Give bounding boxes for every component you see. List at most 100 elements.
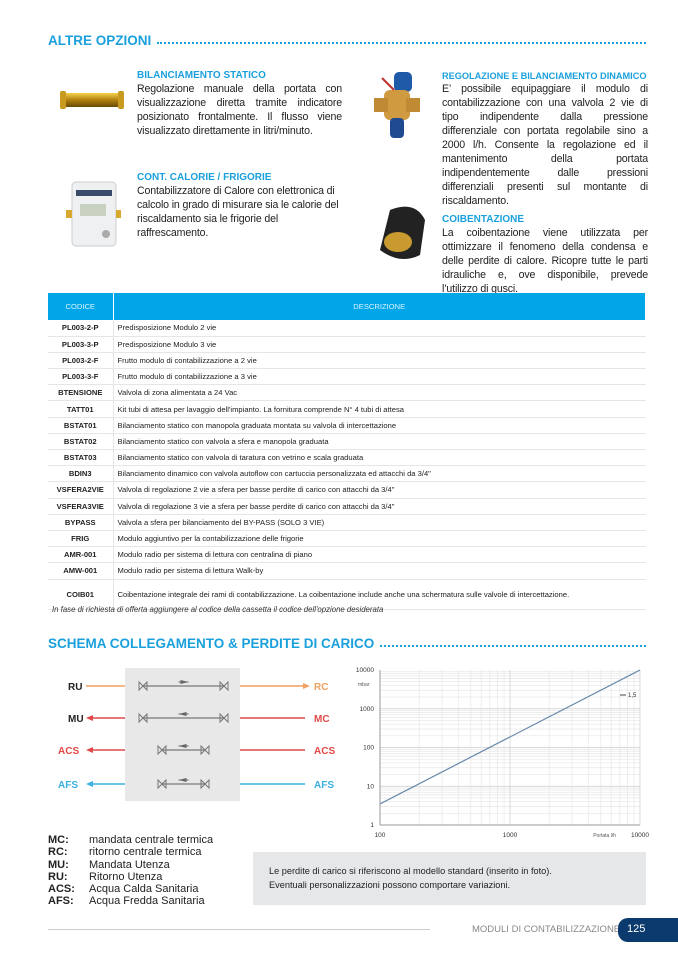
- code-cell: FRIG: [48, 530, 114, 548]
- y-tick-label: 10000: [356, 667, 374, 674]
- table-row: BDIN3 Bilanciamento dinamico con valvola …: [48, 465, 646, 483]
- valve-icon: [138, 680, 148, 692]
- section-title-schema: SCHEMA COLLEGAMENTO & PERDITE DI CARICO: [48, 636, 646, 651]
- legend-meaning: Acqua Fredda Sanitaria: [89, 895, 205, 908]
- code-cell: PL003-2-F: [48, 352, 114, 370]
- description-cell: Frutto modulo di contabilizzazione a 2 v…: [113, 352, 646, 370]
- description-cell: Predisposizione Modulo 2 vie: [113, 320, 646, 337]
- footer-rule: [48, 929, 430, 930]
- option-bilanciamento-statico: BILANCIAMENTO STATICO Regolazione manual…: [137, 70, 342, 137]
- table-row: BSTAT01 Bilanciamento statico con manopol…: [48, 417, 646, 434]
- table-row: BSTAT02 Bilanciamento statico con valvola…: [48, 433, 646, 451]
- code-cell: VSFERA2VIE: [48, 481, 114, 499]
- table-row: BTENSIONE Valvola di zona alimentata a 24…: [48, 384, 646, 402]
- code-cell: BSTAT03: [48, 449, 114, 467]
- left-label: MU: [68, 714, 84, 725]
- legend-meaning: Mandata Utenza: [89, 858, 170, 871]
- legend-abbr: AFS:: [48, 895, 74, 908]
- legend-abbr: MC:: [48, 834, 69, 846]
- arrow-left-icon: [86, 781, 93, 787]
- col-header-descrizione: DESCRIZIONE: [113, 293, 646, 320]
- legend-item: MU: Mandata Utenza: [48, 859, 213, 871]
- code-cell: BSTAT01: [48, 417, 114, 434]
- legend-item: ACS: Acqua Calda Sanitaria: [48, 883, 213, 895]
- options-right-column: REGOLAZIONE E BILANCIAMENTO DINAMICO E’ …: [442, 70, 648, 296]
- description-cell: Modulo radio per sistema di lettura con …: [113, 546, 646, 564]
- code-cell: BTENSIONE: [48, 384, 114, 402]
- dynamic-valve-image: [374, 72, 420, 138]
- table-note: In fase di richiesta di offerta aggiunge…: [52, 605, 384, 614]
- right-label: RC: [314, 682, 328, 693]
- pressure-loss-note: Le perdite di carico si riferiscono al m…: [253, 852, 646, 905]
- description-cell: Valvola a sfera per bilanciamento del BY…: [113, 514, 646, 531]
- legend-abbr: RC:: [48, 846, 68, 859]
- table-row: FRIG Modulo aggiuntivo per la contabilizz…: [48, 530, 646, 548]
- option-bilanciamento-dinamico: REGOLAZIONE E BILANCIAMENTO DINAMICO E’ …: [442, 71, 648, 207]
- description-cell: Valvola di regolazione 3 vie a sfera per…: [113, 498, 646, 515]
- heat-meter-image: [66, 181, 121, 247]
- table-row: AMR-001 Modulo radio per sistema di lettu…: [48, 546, 646, 564]
- legend-item: RC: ritorno centrale termica: [48, 846, 213, 858]
- description-cell: Bilanciamento statico con valvola di tar…: [113, 449, 646, 467]
- code-cell: PL003-2-P: [48, 320, 114, 337]
- table-row: PL003-2-F Frutto modulo di contabilizzazi…: [48, 352, 646, 370]
- legend-abbr: RU:: [48, 870, 68, 883]
- description-cell: Bilanciamento statico con valvola a sfer…: [113, 433, 646, 451]
- legend-meaning: mandata centrale termica: [89, 834, 214, 846]
- valve-icon: [200, 778, 210, 790]
- right-label: MC: [314, 714, 330, 725]
- description-cell: Coibentazione integrale dei rami di cont…: [113, 579, 646, 610]
- connection-diagram: RU RC MU MC ACS ACS AFS AFS: [58, 668, 335, 801]
- valve-icon: [157, 778, 167, 790]
- valve-icon: [219, 680, 229, 692]
- code-cell: VSFERA3VIE: [48, 498, 114, 515]
- series-line: [379, 669, 641, 805]
- option-coibentazione: COIBENTAZIONE La coibentazione viene uti…: [442, 214, 648, 295]
- x-axis-label: Portata l/h: [593, 833, 616, 839]
- y-tick-label: 100: [363, 745, 374, 752]
- table-row: BYPASS Valvola a sfera per bilanciamento …: [48, 514, 646, 531]
- legend-meaning: Ritorno Utenza: [89, 870, 163, 883]
- legend-label: 1,5: [628, 693, 637, 699]
- valve-icon: [219, 712, 229, 724]
- description-cell: Valvola di zona alimentata a 24 Vac: [113, 384, 646, 402]
- description-cell: Bilanciamento statico con manopola gradu…: [113, 417, 646, 434]
- dotted-rule: [380, 644, 646, 647]
- valve-icon: [157, 744, 167, 756]
- y-tick-label: 10: [367, 783, 375, 790]
- x-tick-label: 100: [375, 832, 386, 839]
- footer-section-name: MODULI DI CONTABILIZZAZIONE: [472, 924, 621, 935]
- left-label: RU: [68, 682, 82, 693]
- legend-item: AFS: Acqua Fredda Sanitaria: [48, 895, 213, 907]
- legend-meaning: ritorno centrale termica: [89, 846, 202, 859]
- legend-abbr: ACS:: [48, 883, 75, 896]
- y-tick-label: 1000: [360, 706, 375, 713]
- right-label: ACS: [314, 746, 335, 757]
- code-cell: BSTAT02: [48, 433, 114, 451]
- code-cell: PL003-3-P: [48, 336, 114, 353]
- manifold-box: [125, 668, 240, 801]
- description-cell: Predisposizione Modulo 3 vie: [113, 336, 646, 353]
- balancing-valve-image: [60, 91, 124, 109]
- arrow-right-icon: [303, 683, 310, 689]
- table-row: PL003-2-P Predisposizione Modulo 2 vie: [48, 320, 646, 337]
- left-label: AFS: [58, 780, 78, 791]
- right-label: AFS: [314, 780, 334, 791]
- table-row: TATT01 Kit tubi di attesa per lavaggio de…: [48, 400, 646, 418]
- page-number: 125: [618, 918, 678, 942]
- dotted-rule: [157, 41, 646, 44]
- description-cell: Bilanciamento dinamico con valvola autof…: [113, 465, 646, 483]
- col-header-codice: CODICE: [48, 293, 114, 320]
- y-axis-label: mbar: [358, 682, 370, 688]
- description-cell: Kit tubi di attesa per lavaggio dell'imp…: [113, 400, 646, 418]
- table-row: PL003-3-F Frutto modulo di contabilizzazi…: [48, 368, 646, 386]
- description-cell: Modulo aggiuntivo per la contabilizzazio…: [113, 530, 646, 548]
- table-row: PL003-3-P Predisposizione Modulo 3 vie: [48, 336, 646, 353]
- table-row: BSTAT03 Bilanciamento statico con valvola…: [48, 449, 646, 467]
- description-cell: Frutto modulo di contabilizzazione a 3 v…: [113, 368, 646, 386]
- insulation-shell-image: [380, 206, 425, 259]
- options-left-column: BILANCIAMENTO STATICO Regolazione manual…: [137, 70, 342, 240]
- valve-icon: [138, 712, 148, 724]
- table-row: COIB01 Coibentazione integrale dei rami d…: [48, 579, 646, 610]
- x-tick-label: 1000: [503, 832, 518, 839]
